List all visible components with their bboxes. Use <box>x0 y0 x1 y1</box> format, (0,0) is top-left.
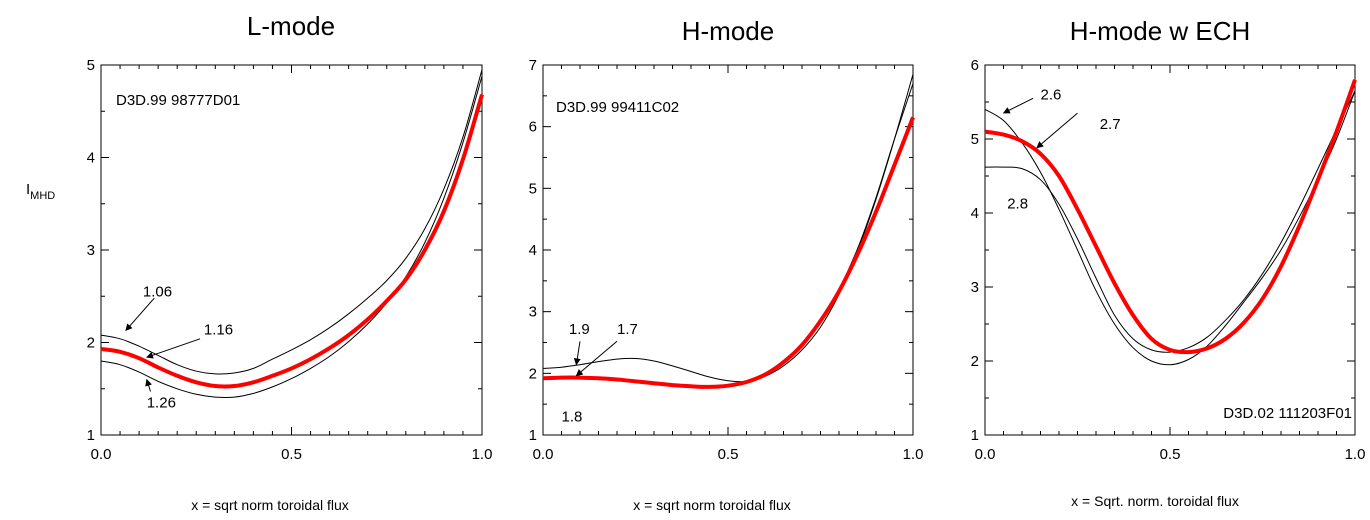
series-line-highlight <box>984 79 1357 355</box>
panel-title: H-mode w ECH <box>1070 16 1251 46</box>
y-tick-label: 2 <box>529 365 537 382</box>
x-axis-label: x = sqrt norm toroidal flux <box>633 497 791 513</box>
panel-h-mode: H-mode 1 2 3 4 5 6 7 0.0 0.5 1.0 1.9 1.7 1.8 D3D.99… <box>529 16 924 513</box>
y-tick-label: 3 <box>87 242 95 259</box>
curve-label: 1.9 <box>569 321 590 338</box>
x-tick-label: 0.0 <box>533 446 554 463</box>
series-line <box>542 83 914 389</box>
curve-label: 2.7 <box>1100 116 1121 133</box>
series-line <box>984 90 1356 366</box>
curves <box>100 69 484 398</box>
y-tick-label: 7 <box>529 57 537 74</box>
shot-annotation: D3D.02 111203F01 <box>1223 405 1352 422</box>
x-axis-label: x = sqrt norm toroidal flux <box>191 497 349 513</box>
y-tick-label: 1 <box>87 427 95 444</box>
y-tick-label: 5 <box>529 180 537 197</box>
curve-labels: 1.06 1.16 1.26 <box>125 284 233 412</box>
y-tick-label: 4 <box>87 150 95 167</box>
curve-label: 2.6 <box>1041 87 1062 104</box>
series-line-highlight <box>542 116 915 389</box>
label-arrow <box>573 341 581 366</box>
label-arrow <box>145 378 152 392</box>
tick-marks: 1 2 3 4 5 6 0.0 0.5 1.0 <box>971 57 1366 463</box>
y-tick-label: 6 <box>971 57 979 74</box>
curve-label: 1.7 <box>617 321 638 338</box>
y-tick-label: 2 <box>87 335 95 352</box>
y-tick-label: 2 <box>971 353 979 370</box>
series-line <box>984 90 1356 353</box>
x-tick-label: 0.0 <box>975 446 996 463</box>
shot-annotation: D3D.99 98777D01 <box>116 92 240 109</box>
panel-title: H-mode <box>682 16 774 46</box>
y-tick-label: 1 <box>971 427 979 444</box>
y-tick-label: 1 <box>529 427 537 444</box>
panel-h-mode-ech: H-mode w ECH 1 2 3 4 5 6 0.0 0.5 1.0 2.6 2.7 2.8 D… <box>971 16 1366 509</box>
x-tick-label: 1.0 <box>472 446 493 463</box>
curves <box>984 79 1357 366</box>
y-tick-label: 6 <box>529 119 537 136</box>
label-arrow <box>125 297 155 331</box>
series-line <box>542 74 914 383</box>
x-tick-label: 0.5 <box>281 446 302 463</box>
curve-label: 1.06 <box>143 284 172 301</box>
y-axis-label-sub: MHD <box>30 190 55 202</box>
panel-l-mode: L-mode 1 2 3 4 5 0.0 0.5 1.0 1.06 1.16 1.26 D3D.9… <box>87 11 493 513</box>
curve-label: 2.8 <box>1007 195 1028 212</box>
x-tick-label: 0.0 <box>91 446 112 463</box>
tick-marks: 1 2 3 4 5 6 7 0.0 0.5 1.0 <box>529 57 924 463</box>
plot-frame <box>984 64 1356 436</box>
curve-labels: 2.6 2.7 2.8 <box>1002 87 1121 212</box>
curve-label: 1.8 <box>562 409 583 426</box>
label-arrow <box>575 340 618 377</box>
y-tick-label: 3 <box>529 304 537 321</box>
x-axis-label: x = Sqrt. norm. toroidal flux <box>1071 493 1239 509</box>
x-tick-label: 0.5 <box>1160 446 1181 463</box>
curve-label: 1.26 <box>147 395 176 412</box>
y-tick-label: 5 <box>971 131 979 148</box>
y-tick-label: 4 <box>529 242 537 259</box>
x-tick-label: 1.0 <box>1345 446 1366 463</box>
series-line-highlight <box>100 94 484 389</box>
curve-labels: 1.9 1.7 1.8 <box>562 321 638 426</box>
y-tick-label: 4 <box>971 205 979 222</box>
tick-marks: 1 2 3 4 5 0.0 0.5 1.0 <box>87 57 493 463</box>
y-tick-label: 3 <box>971 279 979 296</box>
y-axis-label-main: I <box>26 181 30 198</box>
label-arrow <box>146 338 201 359</box>
curves <box>542 74 915 389</box>
label-arrow <box>1036 112 1078 149</box>
shot-annotation: D3D.99 99411C02 <box>556 99 679 116</box>
x-tick-label: 0.5 <box>718 446 739 463</box>
label-arrow <box>1002 97 1034 114</box>
y-axis-label: IMHD <box>26 181 55 202</box>
y-tick-label: 5 <box>87 57 95 74</box>
series-line <box>100 69 483 375</box>
curve-label: 1.16 <box>204 322 233 339</box>
panel-title: L-mode <box>247 11 335 41</box>
x-tick-label: 1.0 <box>903 446 924 463</box>
series-line <box>100 75 483 398</box>
